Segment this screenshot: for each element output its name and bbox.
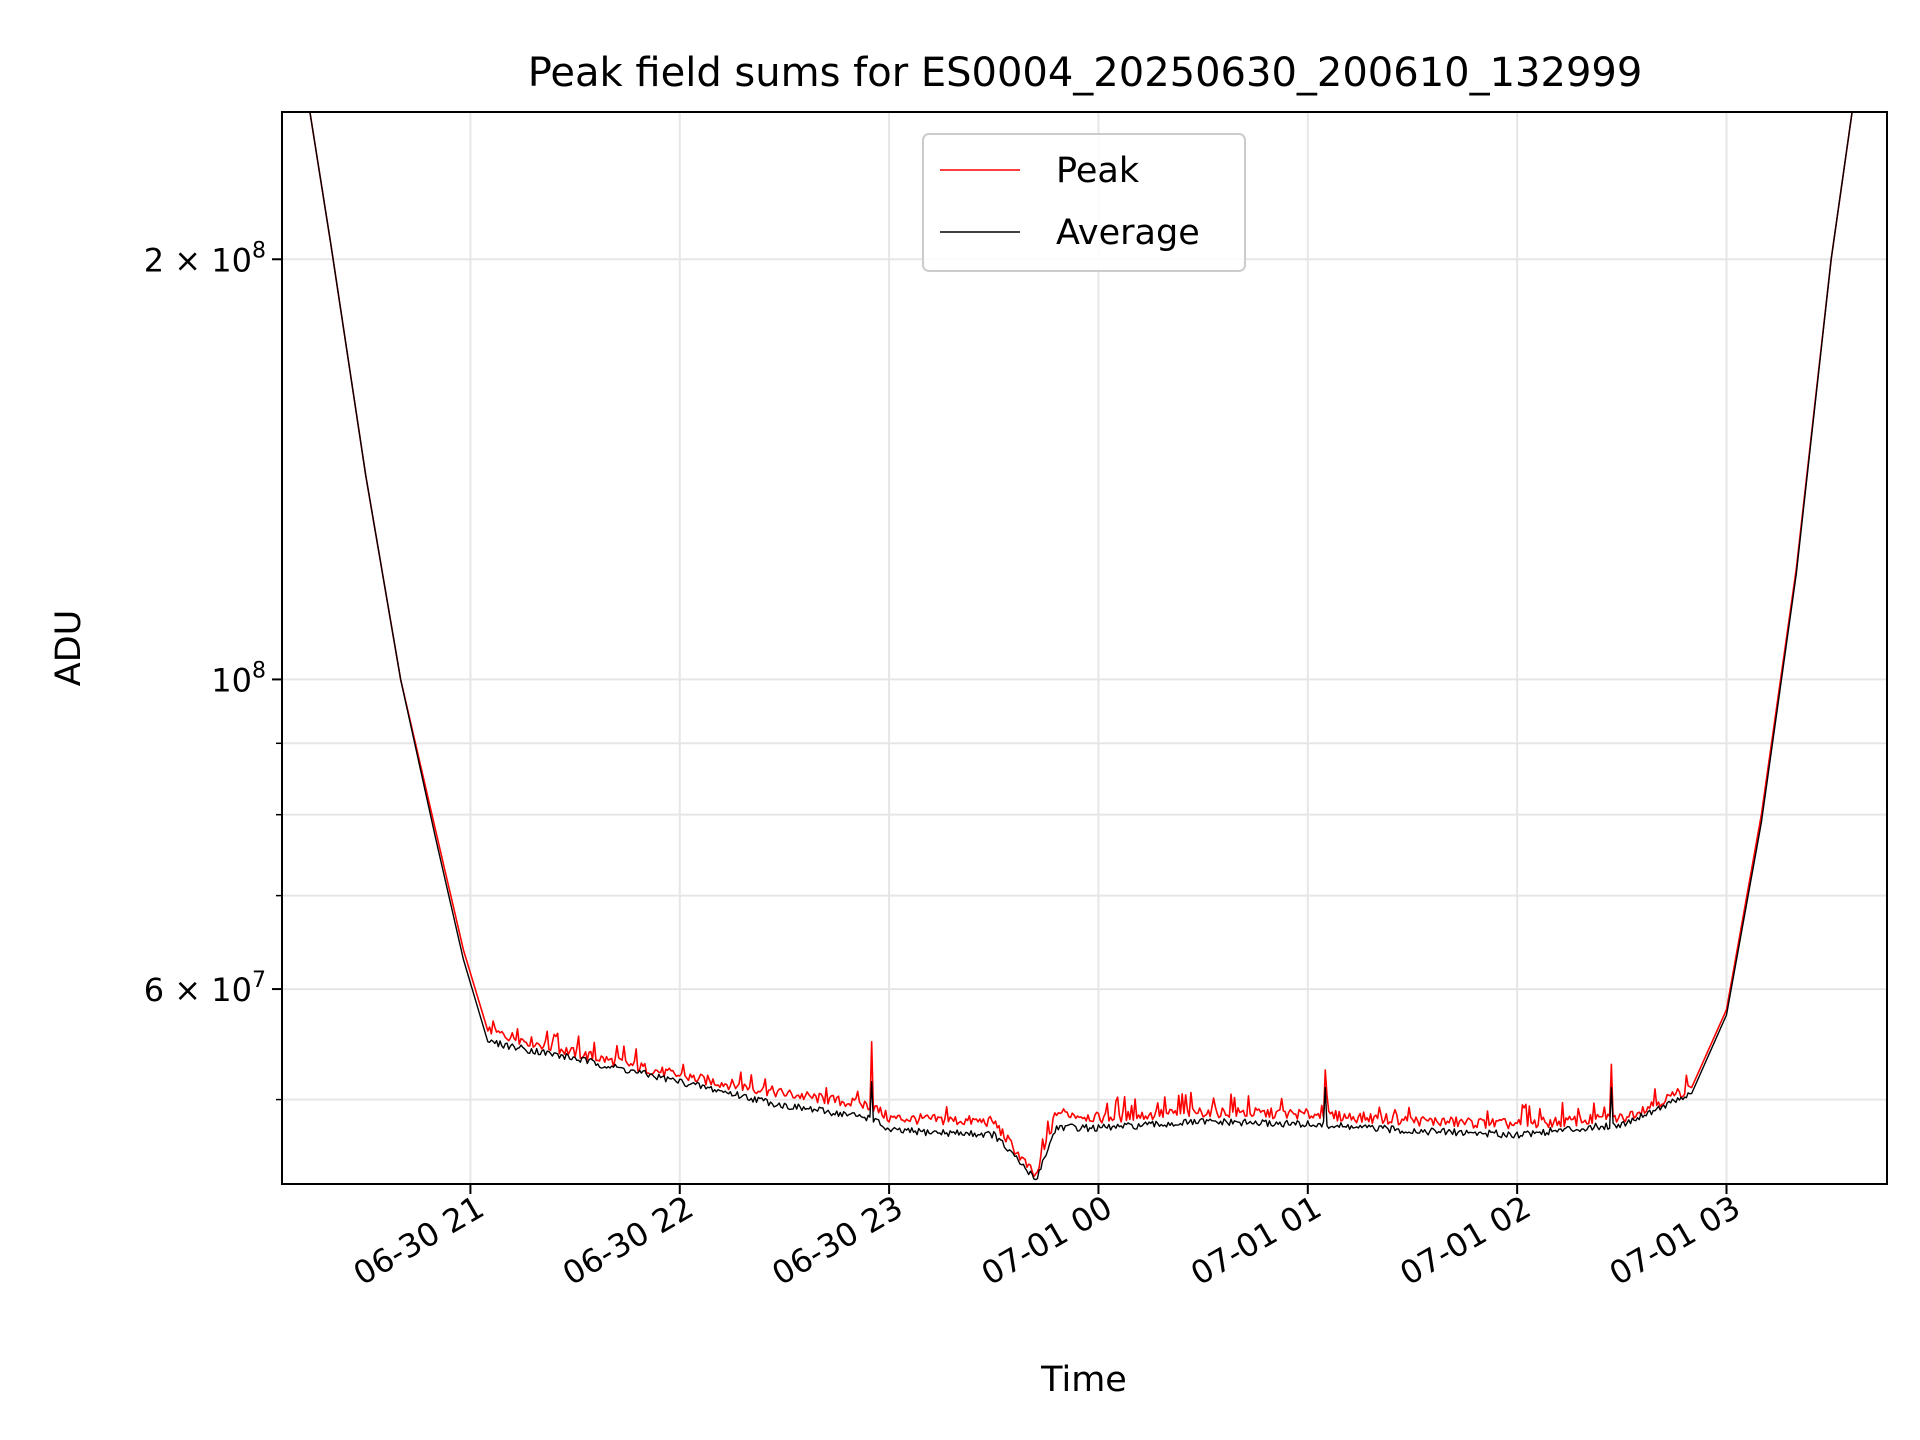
y-axis-label: ADU — [49, 610, 89, 687]
plot-frame — [281, 111, 1888, 1185]
grid — [282, 112, 1887, 1184]
series-line-peak — [282, 112, 1887, 1178]
legend-box — [922, 133, 1246, 272]
series-layer — [282, 112, 1887, 1181]
y-tick-label: 6 × 107 — [144, 968, 266, 1009]
y-tick-label: 2 × 108 — [144, 238, 266, 279]
x-axis-label: Time — [1040, 1360, 1127, 1400]
legend: Peak Average — [922, 133, 1246, 272]
chart-title: Peak field sums for ES0004_20250630_2006… — [528, 50, 1643, 96]
legend-label-peak: Peak — [1056, 151, 1140, 191]
series-line-average — [282, 112, 1887, 1181]
legend-label-average: Average — [1056, 213, 1200, 253]
